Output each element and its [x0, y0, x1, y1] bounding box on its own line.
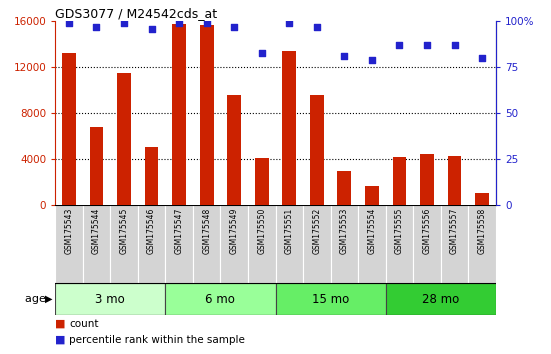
Text: GDS3077 / M24542cds_at: GDS3077 / M24542cds_at — [55, 7, 217, 20]
FancyBboxPatch shape — [220, 205, 248, 283]
Text: count: count — [69, 319, 99, 329]
FancyBboxPatch shape — [386, 283, 496, 315]
FancyBboxPatch shape — [55, 205, 83, 283]
Point — [340, 53, 349, 59]
Text: GSM175558: GSM175558 — [478, 208, 487, 254]
Bar — [475, 193, 489, 205]
FancyBboxPatch shape — [331, 205, 358, 283]
FancyBboxPatch shape — [413, 205, 441, 283]
Text: GSM175551: GSM175551 — [285, 208, 294, 254]
FancyBboxPatch shape — [276, 283, 386, 315]
FancyBboxPatch shape — [468, 205, 496, 283]
Bar — [310, 95, 323, 205]
Text: 15 mo: 15 mo — [312, 293, 349, 306]
Text: GSM175543: GSM175543 — [64, 208, 73, 254]
FancyBboxPatch shape — [386, 205, 413, 283]
FancyBboxPatch shape — [165, 205, 193, 283]
Text: 3 mo: 3 mo — [95, 293, 125, 306]
Point — [423, 42, 431, 48]
Bar — [199, 25, 214, 205]
Point — [395, 42, 404, 48]
Text: GSM175555: GSM175555 — [395, 208, 404, 254]
Text: GSM175545: GSM175545 — [120, 208, 128, 254]
Bar — [255, 158, 269, 205]
FancyBboxPatch shape — [193, 205, 220, 283]
Text: GSM175557: GSM175557 — [450, 208, 459, 254]
Text: ▶: ▶ — [45, 294, 52, 304]
FancyBboxPatch shape — [138, 205, 165, 283]
Bar — [447, 156, 461, 205]
Point — [230, 24, 239, 30]
Text: ■: ■ — [55, 319, 69, 329]
Text: percentile rank within the sample: percentile rank within the sample — [69, 335, 245, 344]
Point — [478, 55, 487, 61]
Point — [147, 26, 156, 32]
FancyBboxPatch shape — [110, 205, 138, 283]
FancyBboxPatch shape — [55, 283, 165, 315]
Bar — [89, 127, 104, 205]
Point — [92, 24, 101, 30]
FancyBboxPatch shape — [441, 205, 468, 283]
Text: age: age — [25, 294, 50, 304]
Text: 6 mo: 6 mo — [206, 293, 235, 306]
Text: 28 mo: 28 mo — [422, 293, 460, 306]
Text: ■: ■ — [55, 335, 69, 344]
Point — [450, 42, 459, 48]
FancyBboxPatch shape — [83, 205, 110, 283]
Text: GSM175544: GSM175544 — [92, 208, 101, 254]
Point — [285, 20, 294, 26]
Text: GSM175552: GSM175552 — [312, 208, 321, 254]
FancyBboxPatch shape — [303, 205, 331, 283]
Text: GSM175556: GSM175556 — [423, 208, 431, 254]
Bar — [283, 51, 296, 205]
FancyBboxPatch shape — [165, 283, 276, 315]
Bar — [117, 73, 131, 205]
Bar — [337, 171, 352, 205]
Point — [64, 20, 73, 26]
Bar — [62, 53, 76, 205]
Bar — [365, 186, 379, 205]
Text: GSM175547: GSM175547 — [175, 208, 183, 254]
Text: GSM175546: GSM175546 — [147, 208, 156, 254]
Bar — [227, 95, 241, 205]
Text: GSM175553: GSM175553 — [340, 208, 349, 254]
FancyBboxPatch shape — [276, 205, 303, 283]
Bar — [420, 154, 434, 205]
Bar — [392, 157, 407, 205]
Text: GSM175554: GSM175554 — [368, 208, 376, 254]
FancyBboxPatch shape — [248, 205, 276, 283]
Point — [202, 20, 211, 26]
Point — [175, 20, 183, 26]
Text: GSM175550: GSM175550 — [257, 208, 266, 254]
Text: GSM175548: GSM175548 — [202, 208, 211, 254]
Point — [368, 57, 376, 63]
Point — [120, 20, 128, 26]
Bar — [172, 23, 186, 205]
Bar — [144, 147, 159, 205]
Point — [312, 24, 321, 30]
Text: GSM175549: GSM175549 — [230, 208, 239, 254]
Point — [257, 50, 266, 55]
FancyBboxPatch shape — [358, 205, 386, 283]
